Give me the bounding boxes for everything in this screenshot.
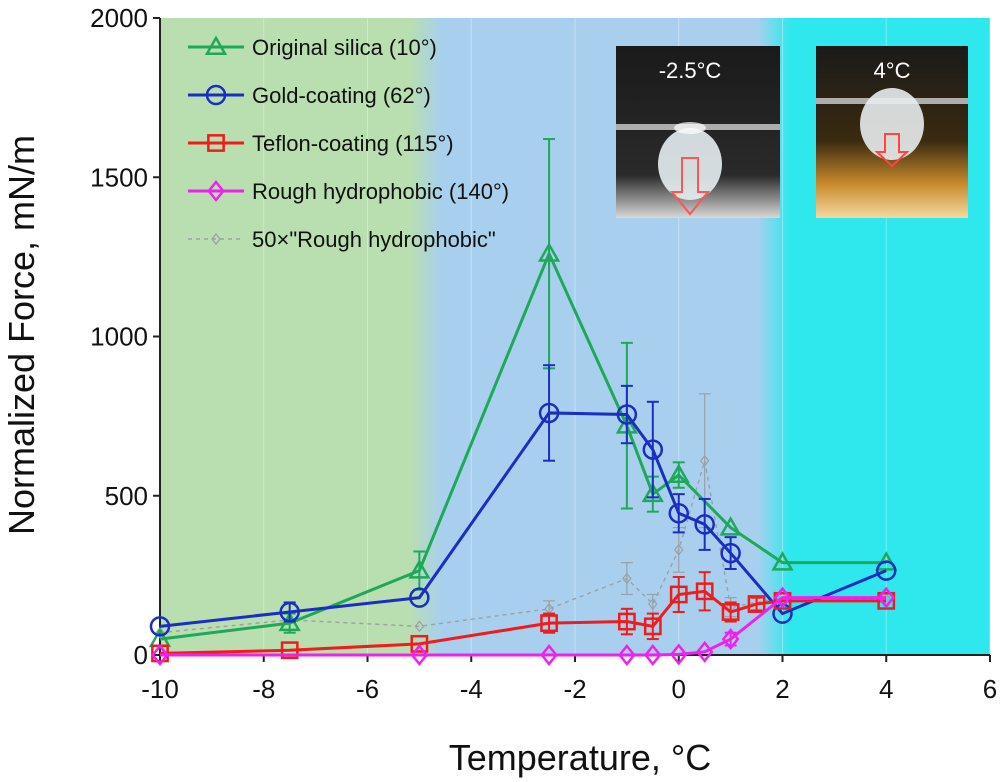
data-point	[747, 595, 766, 613]
inset-label-warm: 4°C	[874, 58, 911, 83]
legend-item-0: Original silica (10°)	[188, 35, 437, 60]
data-point	[641, 482, 664, 503]
y-tick-labels: 0 500 1000 1500 2000	[90, 3, 160, 670]
data-point	[149, 616, 171, 637]
data-point	[876, 560, 897, 581]
data-point	[617, 612, 636, 631]
data-point	[667, 463, 690, 484]
data-point	[720, 542, 741, 564]
data-point	[537, 242, 561, 262]
series-line	[159, 589, 887, 655]
x-axis-title: Temperature, °C	[449, 737, 712, 778]
series-line	[160, 596, 887, 657]
data-point	[673, 543, 684, 556]
legend-item-1: Gold-coating (62°)	[188, 83, 431, 108]
data-point	[408, 559, 431, 579]
y-tick-label: 1500	[90, 162, 148, 192]
data-point	[772, 603, 793, 624]
data-point	[410, 643, 429, 667]
data-point	[695, 640, 714, 663]
y-tick-label: 2000	[90, 3, 148, 33]
data-point	[699, 454, 710, 467]
data-point	[207, 179, 225, 203]
data-point	[151, 643, 169, 667]
data-point	[773, 586, 792, 609]
data-point	[721, 603, 740, 621]
data-point	[669, 643, 688, 666]
series-line	[159, 249, 887, 641]
y-tick-label: 1000	[90, 322, 148, 352]
data-point	[204, 35, 228, 55]
data-point	[414, 620, 425, 633]
data-point	[279, 601, 300, 623]
data-point	[540, 643, 558, 667]
x-tick-label: 6	[983, 674, 997, 704]
data-point	[207, 134, 225, 152]
data-point	[409, 587, 430, 608]
data-point	[280, 641, 299, 660]
data-point	[540, 614, 558, 633]
y-tick-label: 0	[134, 640, 148, 670]
data-point	[622, 572, 632, 585]
series-0	[148, 138, 898, 648]
legend-item-4: 50×"Rough hydrophobic"	[188, 227, 496, 252]
x-tick-label: -10	[141, 674, 179, 704]
inset-photo-warm: 4°C	[816, 46, 968, 218]
data-point	[642, 439, 664, 460]
data-point	[211, 233, 221, 245]
y-axis-title: Normalized Force, mN/m	[1, 135, 42, 535]
series-2	[151, 571, 896, 663]
series-line	[159, 460, 887, 634]
x-tick-labels: -10 -8 -6 -4 -2 0 2 4 6	[141, 655, 997, 704]
data-point	[695, 582, 714, 601]
data-point	[777, 591, 788, 604]
data-point	[694, 514, 715, 535]
inset-label-cold: -2.5°C	[659, 58, 722, 83]
legend-item-2: Teflon-coating (115°)	[188, 131, 454, 156]
data-point	[669, 585, 688, 604]
legend-label: Rough hydrophobic (140°)	[252, 179, 509, 204]
data-point	[644, 643, 662, 667]
data-point	[721, 628, 740, 651]
data-point	[643, 617, 662, 636]
legend-item-3: Rough hydrophobic (140°)	[188, 179, 509, 204]
y-tick-label: 500	[105, 481, 148, 511]
data-point	[618, 643, 636, 667]
x-tick-label: 4	[879, 674, 893, 704]
legend-label: Gold-coating (62°)	[252, 83, 431, 108]
data-point	[877, 586, 896, 609]
x-tick-label: -8	[252, 674, 275, 704]
data-point	[205, 84, 227, 106]
data-point	[616, 404, 638, 425]
data-point	[410, 634, 429, 653]
legend-label: 50×"Rough hydrophobic"	[252, 227, 496, 252]
legend-label: Original silica (10°)	[252, 35, 437, 60]
data-point	[648, 598, 658, 611]
legend: Original silica (10°) Gold-coating (62°) T…	[188, 35, 509, 252]
x-tick-label: -4	[460, 674, 483, 704]
series-layer	[148, 138, 898, 667]
data-point	[538, 402, 560, 424]
x-tick-label: 2	[775, 674, 789, 704]
data-point	[668, 503, 689, 524]
legend-label: Teflon-coating (115°)	[252, 131, 454, 156]
data-point	[719, 516, 742, 536]
x-tick-label: -2	[563, 674, 586, 704]
series-1	[149, 364, 897, 637]
data-point	[771, 551, 794, 571]
x-tick-label: -6	[356, 674, 379, 704]
series-3	[151, 586, 896, 667]
x-tick-label: 0	[672, 674, 686, 704]
inset-photo-cold: -2.5°C	[616, 46, 780, 218]
